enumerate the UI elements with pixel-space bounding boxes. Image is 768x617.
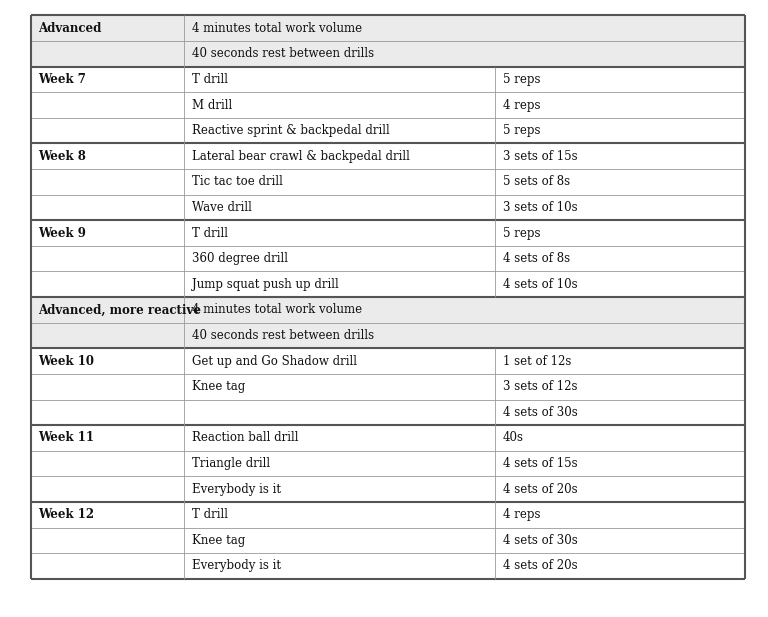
Text: T drill: T drill: [192, 226, 228, 239]
Text: 4 reps: 4 reps: [502, 508, 540, 521]
Text: 5 reps: 5 reps: [502, 226, 540, 239]
Text: Knee tag: Knee tag: [192, 380, 245, 393]
Text: Jump squat push up drill: Jump squat push up drill: [192, 278, 339, 291]
Text: Get up and Go Shadow drill: Get up and Go Shadow drill: [192, 355, 357, 368]
Text: 4 sets of 10s: 4 sets of 10s: [502, 278, 578, 291]
Text: 4 sets of 8s: 4 sets of 8s: [502, 252, 570, 265]
Text: 3 sets of 10s: 3 sets of 10s: [502, 201, 578, 214]
Text: 5 reps: 5 reps: [502, 124, 540, 137]
Text: Reactive sprint & backpedal drill: Reactive sprint & backpedal drill: [192, 124, 389, 137]
Text: 4 reps: 4 reps: [502, 99, 540, 112]
Text: 4 minutes total work volume: 4 minutes total work volume: [192, 304, 362, 317]
Text: 5 sets of 8s: 5 sets of 8s: [502, 175, 570, 188]
Text: Everybody is it: Everybody is it: [192, 560, 281, 573]
Text: 5 reps: 5 reps: [502, 73, 540, 86]
Text: Week 10: Week 10: [38, 355, 94, 368]
Text: 4 sets of 30s: 4 sets of 30s: [502, 406, 578, 419]
Text: 4 sets of 20s: 4 sets of 20s: [502, 560, 578, 573]
Text: 1 set of 12s: 1 set of 12s: [502, 355, 571, 368]
Text: Week 12: Week 12: [38, 508, 94, 521]
Text: T drill: T drill: [192, 508, 228, 521]
Bar: [31, 15, 745, 41]
Text: Advanced, more reactive: Advanced, more reactive: [38, 304, 201, 317]
Bar: [31, 41, 745, 67]
Text: 4 minutes total work volume: 4 minutes total work volume: [192, 22, 362, 35]
Text: M drill: M drill: [192, 99, 232, 112]
Text: 4 sets of 20s: 4 sets of 20s: [502, 482, 578, 495]
Text: Tic tac toe drill: Tic tac toe drill: [192, 175, 283, 188]
Text: 4 sets of 30s: 4 sets of 30s: [502, 534, 578, 547]
Text: Week 11: Week 11: [38, 431, 94, 444]
Text: 3 sets of 12s: 3 sets of 12s: [502, 380, 578, 393]
Text: Advanced: Advanced: [38, 22, 102, 35]
Text: Reaction ball drill: Reaction ball drill: [192, 431, 299, 444]
Text: 3 sets of 15s: 3 sets of 15s: [502, 150, 578, 163]
Text: 4 sets of 15s: 4 sets of 15s: [502, 457, 578, 470]
Bar: [31, 297, 745, 323]
Text: Week 8: Week 8: [38, 150, 86, 163]
Text: 40 seconds rest between drills: 40 seconds rest between drills: [192, 48, 374, 60]
Text: Everybody is it: Everybody is it: [192, 482, 281, 495]
Text: Wave drill: Wave drill: [192, 201, 252, 214]
Text: 360 degree drill: 360 degree drill: [192, 252, 288, 265]
Text: Week 7: Week 7: [38, 73, 86, 86]
Text: Triangle drill: Triangle drill: [192, 457, 270, 470]
Text: Knee tag: Knee tag: [192, 534, 245, 547]
Text: Lateral bear crawl & backpedal drill: Lateral bear crawl & backpedal drill: [192, 150, 410, 163]
Text: 40 seconds rest between drills: 40 seconds rest between drills: [192, 329, 374, 342]
Text: 40s: 40s: [502, 431, 524, 444]
Text: T drill: T drill: [192, 73, 228, 86]
Text: Week 9: Week 9: [38, 226, 86, 239]
Bar: [31, 323, 745, 348]
